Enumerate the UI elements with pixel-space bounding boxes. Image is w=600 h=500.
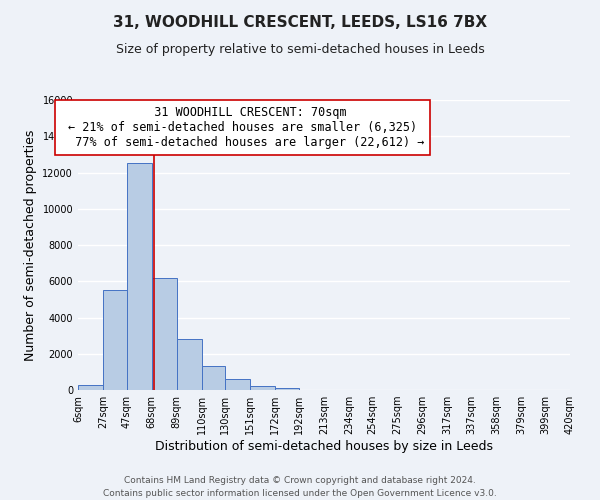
Bar: [226, 379, 250, 390]
Bar: [176, 339, 202, 390]
Text: Contains HM Land Registry data © Crown copyright and database right 2024.
Contai: Contains HM Land Registry data © Crown c…: [103, 476, 497, 498]
Bar: [202, 366, 226, 390]
Text: 31, WOODHILL CRESCENT, LEEDS, LS16 7BX: 31, WOODHILL CRESCENT, LEEDS, LS16 7BX: [113, 15, 487, 30]
Text: Size of property relative to semi-detached houses in Leeds: Size of property relative to semi-detach…: [116, 42, 484, 56]
Text: 31 WOODHILL CRESCENT: 70sqm
← 21% of semi-detached houses are smaller (6,325)
  : 31 WOODHILL CRESCENT: 70sqm ← 21% of sem…: [61, 106, 425, 149]
Bar: [275, 388, 299, 390]
X-axis label: Distribution of semi-detached houses by size in Leeds: Distribution of semi-detached houses by …: [155, 440, 493, 453]
Bar: [103, 290, 127, 390]
Bar: [127, 164, 152, 390]
Bar: [152, 278, 176, 390]
Y-axis label: Number of semi-detached properties: Number of semi-detached properties: [24, 130, 37, 360]
Bar: [250, 386, 275, 390]
Bar: [78, 384, 103, 390]
